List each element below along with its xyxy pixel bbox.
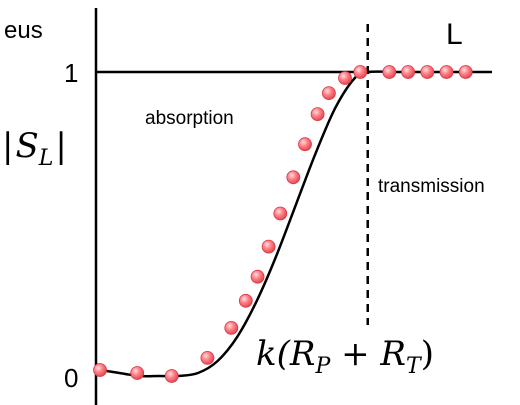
y-axis-label: |SL| (2, 126, 67, 171)
data-point-15 (383, 66, 396, 79)
data-point-7 (262, 240, 275, 253)
data-point-17 (421, 66, 434, 79)
data-point-3 (201, 351, 214, 364)
data-point-2 (165, 370, 178, 383)
data-point-1 (131, 367, 144, 380)
corner-label: eus (4, 17, 43, 44)
data-point-12 (322, 87, 335, 100)
data-point-6 (251, 270, 264, 283)
data-point-11 (311, 108, 324, 121)
data-point-10 (299, 138, 312, 151)
data-point-18 (440, 66, 453, 79)
region-label-transmission: transmission (378, 176, 485, 197)
data-point-13 (339, 72, 352, 85)
threshold-label: k(RP + RT) (256, 334, 434, 379)
data-point-9 (287, 171, 300, 184)
y-tick-label-0: 0 (64, 363, 78, 393)
series-label: L (446, 18, 463, 51)
data-point-14 (354, 66, 367, 79)
data-point-19 (459, 66, 472, 79)
data-point-0 (94, 364, 107, 377)
region-label-absorption: absorption (145, 108, 234, 129)
data-point-16 (402, 66, 415, 79)
data-point-8 (274, 207, 287, 220)
data-point-4 (225, 321, 238, 334)
data-point-5 (239, 294, 252, 307)
y-tick-label-1: 1 (64, 58, 78, 88)
